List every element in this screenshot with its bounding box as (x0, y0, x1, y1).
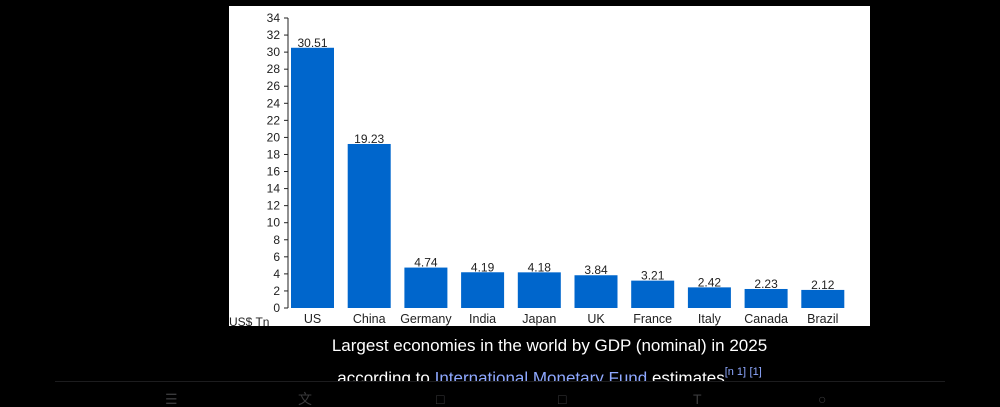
labels-group: 30.51 US 19.23 China 4.74 Germany 4.19 India 4.1… (297, 36, 838, 326)
bookmark-icon[interactable]: □ (436, 391, 445, 407)
y-tick-label: 34 (267, 11, 281, 25)
bar (744, 288, 788, 308)
bar-value-label: 3.84 (584, 263, 608, 277)
bar-value-label: 2.42 (698, 275, 722, 289)
y-tick-label: 4 (273, 267, 280, 281)
bar (347, 143, 391, 308)
bar (517, 272, 561, 308)
y-axis-unit-label: US$ Tn (229, 315, 269, 326)
bar-value-label: 2.12 (811, 278, 835, 292)
category-label: UK (587, 312, 605, 326)
y-tick-label: 24 (267, 96, 281, 110)
footnote-ref-1[interactable]: [1] (749, 366, 762, 378)
y-tick-label: 6 (273, 250, 280, 264)
category-label: Brazil (807, 312, 838, 326)
y-tick-label: 30 (267, 45, 281, 59)
y-tick-label: 0 (273, 301, 280, 315)
category-label: Canada (744, 312, 788, 326)
y-tick-label: 10 (267, 216, 281, 230)
bar-value-label: 30.51 (297, 36, 327, 50)
bars-group (291, 47, 845, 309)
y-tick-label: 32 (267, 28, 281, 42)
chart-panel: 0 2 4 6 8 10 12 14 16 18 20 22 24 26 28 30 32 34 30.51 US 1… (229, 6, 870, 326)
category-label: Germany (400, 312, 452, 326)
y-tick-label: 20 (267, 130, 281, 144)
y-tick-label: 18 (267, 147, 281, 161)
bar (461, 272, 505, 308)
footnote-ref-n1[interactable]: [n 1] (724, 366, 747, 378)
category-label: India (469, 312, 496, 326)
toolbar-divider (55, 381, 945, 382)
y-tick-label: 28 (267, 62, 281, 76)
bar-value-label: 4.19 (471, 260, 495, 274)
bar-value-label: 2.23 (754, 277, 778, 291)
y-tick-label: 2 (273, 284, 280, 298)
text-size-icon[interactable]: T (693, 391, 702, 407)
category-label: US (304, 312, 321, 326)
bar (631, 280, 675, 308)
category-label: China (353, 312, 386, 326)
y-tick-label: 14 (267, 182, 281, 196)
y-tick-label: 16 (267, 165, 281, 179)
bottom-toolbar (0, 381, 1000, 403)
bar (574, 275, 618, 308)
search-icon[interactable]: ○ (818, 391, 827, 407)
category-label: Japan (522, 312, 556, 326)
caption-line-1: Largest economies in the world by GDP (n… (331, 336, 768, 355)
share-icon[interactable]: □ (558, 391, 567, 407)
y-tick-label: 8 (273, 233, 280, 247)
bar (404, 267, 448, 308)
y-tick-label: 26 (267, 79, 281, 93)
y-tick-label: 22 (267, 113, 281, 127)
category-label: France (633, 312, 672, 326)
category-label: Italy (698, 312, 722, 326)
bar-value-label: 3.21 (641, 269, 665, 283)
bar (801, 289, 845, 308)
bar-value-label: 19.23 (354, 132, 384, 146)
bar-value-label: 4.18 (528, 260, 552, 274)
y-tick-label: 12 (267, 199, 281, 213)
bar-value-label: 4.74 (414, 256, 438, 270)
bar (687, 287, 731, 308)
bar (291, 47, 334, 309)
